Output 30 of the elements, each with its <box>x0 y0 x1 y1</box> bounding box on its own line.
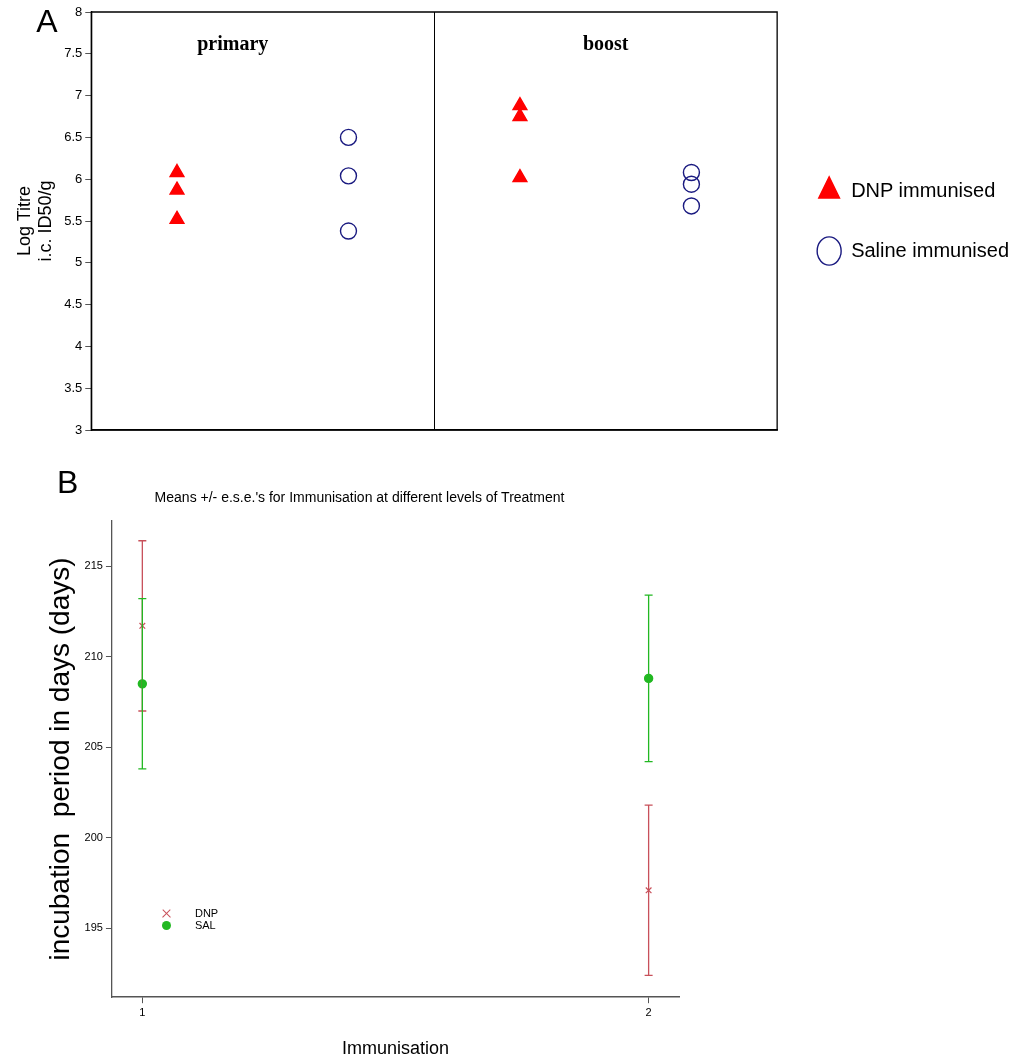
y-axis-title: Log Titre i.c. ID50/g <box>13 180 56 262</box>
y-tick-label: 195 <box>84 921 103 934</box>
y-tick-label: 210 <box>84 649 103 662</box>
y-tick-label: 8 <box>75 3 83 19</box>
text: A <box>36 3 59 39</box>
y-tick-label: 5 <box>75 254 83 270</box>
annotation: primary <box>197 32 269 55</box>
y-tick-label: 200 <box>84 830 103 843</box>
y-tick-label: 4 <box>75 337 83 353</box>
y-tick-label: 7.5 <box>64 45 83 61</box>
x-axis-title: Immunisation <box>341 1038 449 1059</box>
y-tick-label: 3.5 <box>64 379 83 395</box>
y-tick-label: 215 <box>84 559 103 572</box>
x-tick-label: 1 <box>139 1005 146 1018</box>
y-tick-label: 6.5 <box>64 128 83 144</box>
y-tick-label: 5.5 <box>64 212 83 228</box>
legend-label: DNP immunised <box>851 178 996 201</box>
y-tick-label: 7 <box>75 87 83 103</box>
legend-label: SAL <box>194 919 216 932</box>
text: B <box>56 463 79 500</box>
legend-label: Saline immunised <box>851 238 1010 261</box>
y-tick-label: 4.5 <box>64 296 83 312</box>
y-tick-label: 6 <box>75 170 83 186</box>
y-axis-title: incubation period in days (days) <box>43 557 75 961</box>
legend-label: DNP <box>194 907 219 920</box>
annotation: boost <box>582 32 629 54</box>
chart-title: Means +/- e.s.e.'s for Immunisation at different levels of Treatment <box>154 489 565 506</box>
y-tick-label: 205 <box>84 740 103 753</box>
x-tick-label: 2 <box>645 1005 652 1018</box>
y-tick-label: 3 <box>75 421 83 437</box>
